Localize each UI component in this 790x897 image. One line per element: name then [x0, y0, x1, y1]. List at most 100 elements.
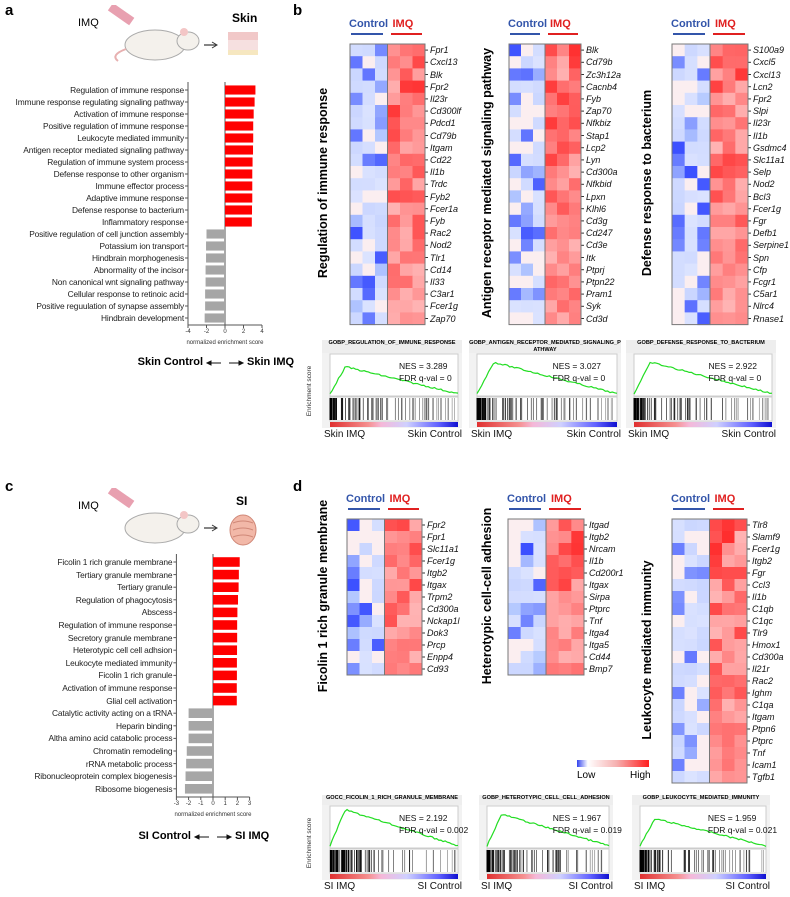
- heatmap-cell: [672, 531, 685, 544]
- heatmap-cell: [734, 519, 748, 532]
- gsea-title: GOCC_FICOLIN_1_RICH_GRANULE_MEMBRANE: [322, 795, 462, 805]
- heatmap-cell: [412, 214, 426, 228]
- heatmap-cell: [545, 312, 558, 326]
- heatmap-cell: [387, 263, 401, 277]
- heatmap-cell: [558, 567, 572, 580]
- gene-label: Stap1: [586, 130, 610, 141]
- gene-label: Il1b: [589, 556, 604, 566]
- heatmap-cell: [557, 288, 570, 301]
- heatmap-cell: [734, 735, 748, 748]
- heatmap-cell: [684, 699, 698, 712]
- bar: [213, 658, 237, 668]
- heatmap-cell: [350, 129, 363, 143]
- gene-label: Ptprc: [752, 736, 774, 746]
- heatmap-cell: [571, 579, 585, 592]
- heatmap-cell: [545, 239, 558, 252]
- gene-label: Il33: [430, 276, 445, 287]
- heatmap-cell: [569, 251, 582, 265]
- gsea-right-label: SI Control: [725, 881, 770, 892]
- group-label-control: Control: [507, 493, 547, 505]
- heatmap-cell: [362, 92, 376, 106]
- heatmap-cell: [533, 555, 547, 568]
- heatmap-cell: [520, 519, 534, 532]
- term-label: Cellular response to retinoic acid: [67, 289, 185, 299]
- heatmap-cell: [362, 275, 376, 289]
- heatmap-cell: [710, 44, 724, 57]
- heatmap-cell: [409, 603, 423, 616]
- enrichment-curve: [639, 818, 767, 847]
- heatmap-cell: [557, 129, 570, 143]
- heatmap-cell: [375, 92, 388, 106]
- term-label: Leukocyte mediated immunity: [77, 133, 184, 143]
- heatmap-cell: [734, 759, 748, 772]
- bar: [205, 265, 225, 275]
- heatmap-cell: [533, 591, 547, 604]
- heatmap-cell: [412, 117, 426, 130]
- heatmap-cell: [557, 251, 570, 265]
- heatmap-cell: [557, 300, 570, 313]
- heatmap-cell: [722, 651, 735, 664]
- heatmap-cell: [697, 117, 711, 130]
- heatmap-cell: [697, 68, 711, 82]
- heatmap-cell: [387, 178, 401, 191]
- heatmap-cell: [372, 651, 385, 664]
- gene-label: Itgb2: [427, 568, 448, 578]
- heatmap-cell: [546, 627, 560, 640]
- rank-gradient: [477, 422, 617, 427]
- heatmap-cell: [697, 759, 710, 772]
- heatmap-cell: [384, 627, 398, 640]
- heatmap-cell: [697, 190, 711, 204]
- gene-label: Il1b: [752, 592, 767, 602]
- heatmap-cell: [569, 92, 582, 106]
- heatmap-cell: [545, 153, 558, 167]
- heatmap-cell: [571, 555, 585, 568]
- gene-label: Cd300a: [427, 604, 459, 614]
- heatmap-cell: [508, 579, 522, 592]
- term-label: rRNA metabolic process: [85, 758, 173, 769]
- group-label-control: Control: [671, 493, 711, 505]
- gene-label: Bmp7: [589, 664, 613, 674]
- heatmap-cell: [672, 771, 685, 784]
- heatmap-cell: [672, 166, 686, 179]
- heatmap-cell: [684, 178, 698, 191]
- heatmap-cell: [557, 166, 570, 179]
- heatmap-cell: [672, 639, 685, 652]
- heatmap-cell: [684, 129, 698, 143]
- heatmap-cell: [684, 723, 698, 736]
- heatmap-cell: [409, 555, 423, 568]
- heatmap-cell: [684, 141, 698, 155]
- heatmap-cell: [400, 288, 413, 301]
- gsea-left-label: SI IMQ: [634, 881, 666, 892]
- heatmap-cell: [672, 663, 685, 676]
- heatmap-cell: [672, 300, 686, 313]
- heatmap-cell: [533, 214, 546, 228]
- bar: [225, 169, 253, 179]
- heatmap-cell: [520, 579, 534, 592]
- heatmap-cell: [350, 239, 363, 252]
- heatmap-cell: [350, 288, 363, 301]
- heatmap-cell: [375, 227, 388, 240]
- heatmap-cell: [709, 531, 723, 544]
- heatmap-cell: [362, 166, 376, 179]
- fdr-value: FDR q-val = 0.019: [552, 825, 622, 835]
- heatmap-cell: [672, 543, 685, 556]
- heatmap-cell: [709, 639, 723, 652]
- heatmap-cell: [400, 44, 413, 57]
- heatmap-cell: [697, 214, 711, 228]
- heatmap-title: Ficolin 1 rich granule membrane: [316, 499, 330, 693]
- heatmap-cell: [709, 591, 723, 604]
- gsea-plot: [479, 805, 613, 880]
- nes-value: NES = 2.192: [399, 813, 448, 823]
- gene-label: Fyb: [586, 93, 602, 104]
- heatmap-cell: [412, 312, 426, 326]
- heatmap-cell: [557, 202, 570, 216]
- gsea-ylabel: Enrichment score: [306, 365, 313, 416]
- gene-label: Blk: [430, 69, 443, 80]
- heatmap-cell: [709, 603, 723, 616]
- heatmap-cell: [362, 80, 376, 94]
- heatmap-cell: [710, 56, 724, 69]
- heatmap-cell: [710, 312, 724, 326]
- heatmap-cell: [375, 80, 388, 94]
- heatmap-cell: [697, 699, 710, 712]
